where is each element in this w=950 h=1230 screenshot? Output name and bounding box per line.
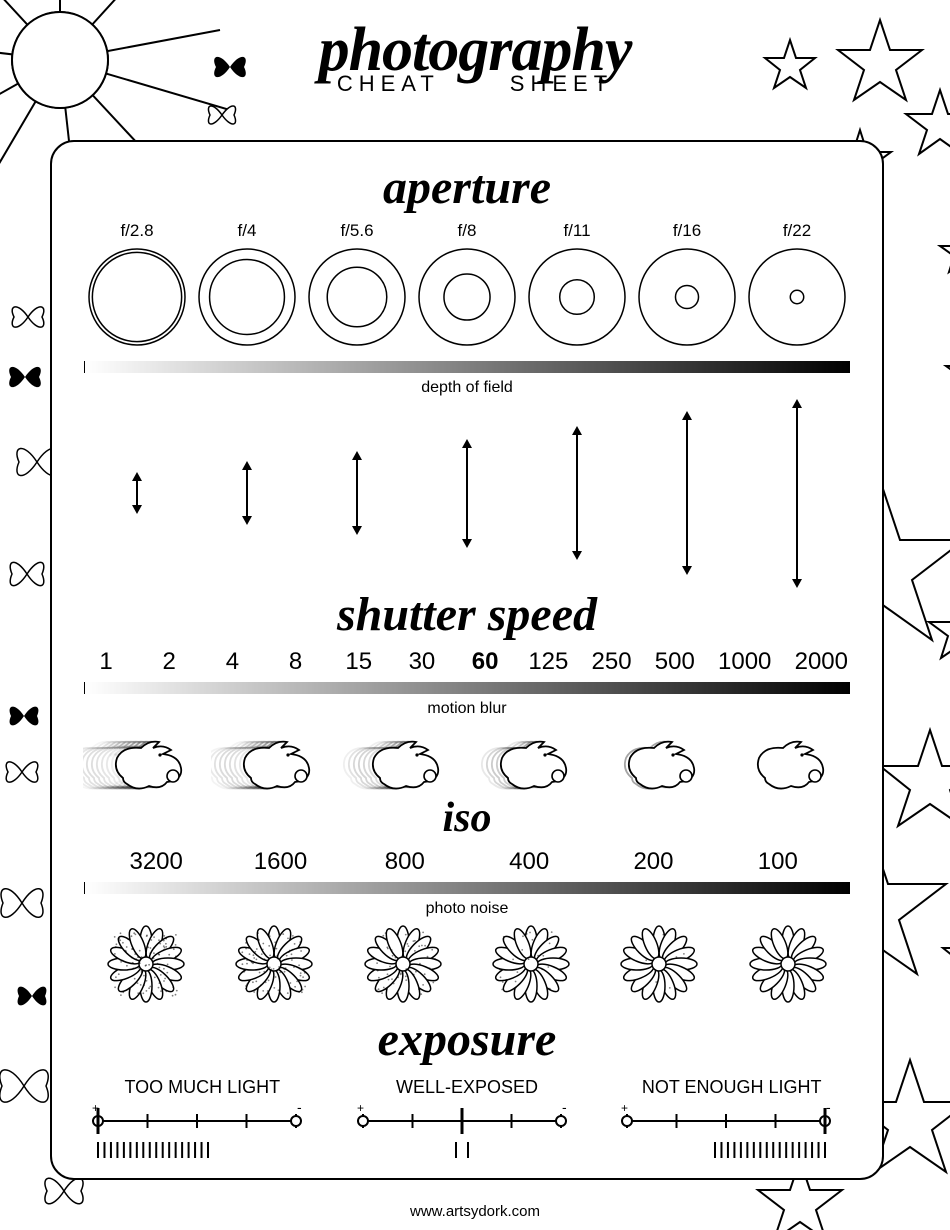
motion-blur-row (82, 724, 852, 798)
flower-icon (595, 924, 723, 1004)
svg-text:+: + (621, 1102, 628, 1115)
gradient-bar (84, 682, 850, 694)
shutter-value: 15 (339, 648, 379, 676)
shutter-value: 30 (402, 648, 442, 676)
shutter-value: 4 (212, 648, 252, 676)
rabbit-icon (210, 726, 338, 796)
aperture-heading: aperture (82, 160, 852, 215)
shutter-value: 8 (276, 648, 316, 676)
shutter-value: 500 (655, 648, 695, 676)
aperture-label: f/4 (192, 221, 302, 241)
flower-icon (467, 924, 595, 1004)
aperture-circle-icon (522, 245, 632, 349)
dof-arrow-icon (522, 403, 632, 583)
butterfly-outline-icon (0, 1060, 54, 1112)
butterfly-icon (14, 980, 50, 1012)
shutter-value: 1000 (718, 648, 771, 676)
butterfly-outline-icon (2, 755, 42, 790)
iso-value: 100 (716, 848, 840, 876)
exposure-heading: exposure (82, 1012, 852, 1067)
svg-text:-: - (826, 1102, 831, 1115)
dof-arrow-icon (192, 403, 302, 583)
rabbit-icon (595, 726, 723, 796)
exposure-label: NOT ENOUGH LIGHT (611, 1077, 852, 1098)
svg-text:-: - (562, 1102, 567, 1115)
iso-values-row: 32001600800400200100 (82, 848, 852, 878)
exposure-label: TOO MUCH LIGHT (82, 1077, 323, 1098)
butterfly-outline-icon (8, 300, 48, 335)
iso-value: 3200 (94, 848, 218, 876)
iso-value: 200 (591, 848, 715, 876)
gradient-bar (84, 361, 850, 373)
aperture-circle-icon (742, 245, 852, 349)
butterfly-icon (6, 700, 42, 732)
butterfly-outline-icon (0, 880, 48, 926)
svg-text:+: + (357, 1102, 364, 1115)
dof-arrow-icon (82, 403, 192, 583)
aperture-labels-row: f/2.8f/4f/5.6f/8f/11f/16f/22 (82, 221, 852, 241)
rabbit-icon (339, 726, 467, 796)
aperture-circle-icon (82, 245, 192, 349)
aperture-label: f/16 (632, 221, 742, 241)
exposure-meter: WELL-EXPOSED + - (347, 1077, 588, 1167)
flower-icon (210, 924, 338, 1004)
rabbit-icon (724, 726, 852, 796)
depth-of-field-arrows (82, 403, 852, 583)
aperture-label: f/2.8 (82, 221, 192, 241)
shutter-values-row: 1248 15 30 60 125 250 500 1000 2000 (82, 648, 852, 676)
shutter-value: 1 (86, 648, 126, 676)
flower-icon (82, 924, 210, 1004)
flower-icon (724, 924, 852, 1004)
title-sub: CHEATSHEET (0, 71, 950, 97)
photo-noise-label: photo noise (82, 900, 852, 918)
butterfly-outline-icon (205, 100, 239, 130)
aperture-circle-icon (412, 245, 522, 349)
svg-text:-: - (297, 1102, 302, 1115)
dof-arrow-icon (302, 403, 412, 583)
shutter-value: 250 (592, 648, 632, 676)
rabbit-icon (82, 726, 210, 796)
iso-heading: iso (82, 794, 852, 842)
shutter-value: 60 (465, 648, 505, 676)
aperture-circle-icon (302, 245, 412, 349)
depth-of-field-label: depth of field (82, 379, 852, 397)
aperture-label: f/11 (522, 221, 632, 241)
dof-arrow-icon (742, 403, 852, 583)
gradient-bar (84, 882, 850, 894)
rabbit-icon (467, 726, 595, 796)
exposure-meter: NOT ENOUGH LIGHT + - (611, 1077, 852, 1167)
exposure-row: TOO MUCH LIGHT + - WELL-EXPOSED + - NOT … (82, 1077, 852, 1167)
page-title: photography CHEATSHEET (0, 15, 950, 97)
shutter-value: 2 (149, 648, 189, 676)
aperture-label: f/5.6 (302, 221, 412, 241)
photo-noise-row (82, 924, 852, 1004)
motion-blur-label: motion blur (82, 700, 852, 718)
aperture-label: f/8 (412, 221, 522, 241)
dof-arrow-icon (412, 403, 522, 583)
butterfly-icon (5, 360, 45, 395)
aperture-diagram-row (82, 245, 852, 349)
exposure-meter: TOO MUCH LIGHT + - (82, 1077, 323, 1167)
exposure-label: WELL-EXPOSED (347, 1077, 588, 1098)
aperture-circle-icon (192, 245, 302, 349)
iso-value: 800 (343, 848, 467, 876)
shutter-heading: shutter speed (82, 587, 852, 642)
butterfly-outline-icon (6, 555, 48, 593)
aperture-label: f/22 (742, 221, 852, 241)
iso-value: 400 (467, 848, 591, 876)
flower-icon (339, 924, 467, 1004)
cheat-sheet-panel: aperture f/2.8f/4f/5.6f/8f/11f/16f/22 de… (50, 140, 884, 1180)
shutter-value: 125 (528, 648, 568, 676)
aperture-circle-icon (632, 245, 742, 349)
footer-url: www.artsydork.com (0, 1203, 950, 1220)
dof-arrow-icon (632, 403, 742, 583)
shutter-value: 2000 (795, 648, 848, 676)
iso-value: 1600 (218, 848, 342, 876)
